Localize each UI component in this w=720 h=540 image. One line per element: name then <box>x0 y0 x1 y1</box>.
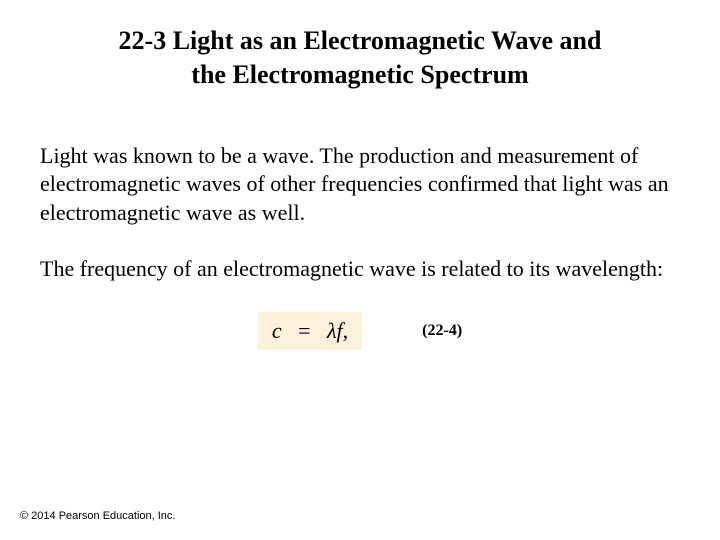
equation-lambda: λ <box>327 318 337 343</box>
equation-row: c = λf, (22-4) <box>40 312 680 350</box>
title-line-1: 22-3 Light as an Electromagnetic Wave an… <box>119 26 602 55</box>
body-paragraph-2: The frequency of an electromagnetic wave… <box>40 255 680 284</box>
equation-lhs: c <box>272 318 282 343</box>
equation-label: (22-4) <box>422 322 462 340</box>
equation-equals: = <box>287 318 321 343</box>
copyright-text: © 2014 Pearson Education, Inc. <box>20 510 175 522</box>
title-line-2: the Electromagnetic Spectrum <box>191 60 528 89</box>
equation-box: c = λf, <box>258 312 362 350</box>
body-paragraph-1: Light was known to be a wave. The produc… <box>40 142 680 228</box>
slide-title: 22-3 Light as an Electromagnetic Wave an… <box>40 24 680 92</box>
equation-comma: , <box>343 318 349 343</box>
